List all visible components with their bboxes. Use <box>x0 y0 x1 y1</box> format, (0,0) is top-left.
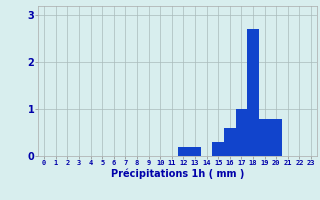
Bar <box>178 147 189 156</box>
Bar <box>236 109 247 156</box>
Bar <box>224 128 236 156</box>
Bar <box>247 29 259 156</box>
X-axis label: Précipitations 1h ( mm ): Précipitations 1h ( mm ) <box>111 169 244 179</box>
Bar <box>270 118 282 156</box>
Bar <box>259 118 270 156</box>
Bar <box>212 142 224 156</box>
Bar <box>189 147 201 156</box>
